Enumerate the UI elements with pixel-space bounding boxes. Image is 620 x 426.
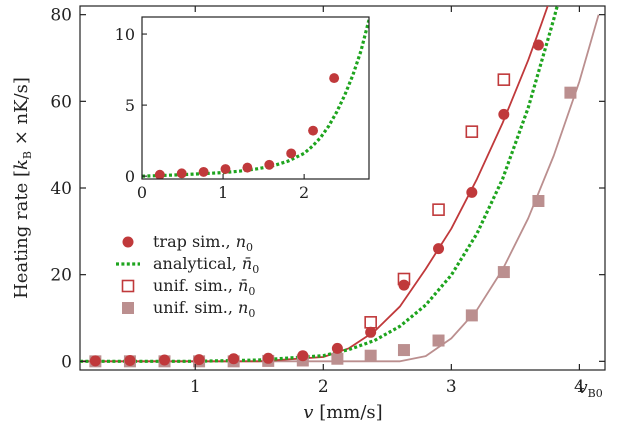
point-unif_filled-14 <box>564 86 577 99</box>
point-unif_open-3 <box>465 125 479 138</box>
legend-swatch-3 <box>122 302 134 314</box>
x-axis-label: v [mm/s] <box>303 402 382 423</box>
inset-x-tick-label-0: 0 <box>137 183 147 202</box>
x-tick-label-0: 1 <box>190 377 201 397</box>
vb0-label: vB0 <box>578 378 603 400</box>
legend-label-2: unif. sim., n̄0 <box>153 276 255 298</box>
curve-inset_analytical <box>142 19 369 178</box>
legend-swatch-2 <box>121 279 135 293</box>
point-trap-13 <box>532 39 544 51</box>
inset-y-tick-label-0: 0 <box>125 167 135 186</box>
point-trap-0 <box>89 355 101 367</box>
inset-y-tick-label-2: 10 <box>115 25 135 44</box>
point-trap-10 <box>433 243 445 255</box>
point-unif_filled-7 <box>331 352 344 365</box>
point-unif_open-2 <box>432 203 445 216</box>
legend-label-1: analytical, n̄0 <box>153 254 259 276</box>
inset-point-3 <box>220 164 231 175</box>
inset-y-tick-label-1: 5 <box>125 96 135 115</box>
point-unif_filled-12 <box>497 266 510 279</box>
point-unif_open-0 <box>364 316 377 329</box>
legend-label-3: unif. sim., n0 <box>153 298 255 320</box>
point-trap-5 <box>262 352 274 364</box>
legend-label-0: trap sim., n0 <box>153 232 253 254</box>
point-trap-7 <box>331 342 343 354</box>
inset-point-1 <box>176 168 187 179</box>
point-unif_filled-11 <box>465 309 478 322</box>
inset-x-tick-label-1: 1 <box>218 183 228 202</box>
curve-unif_fit <box>80 14 600 363</box>
point-trap-9 <box>398 279 410 291</box>
point-trap-3 <box>193 354 205 366</box>
inset-point-7 <box>308 125 319 136</box>
inset-plot-frame <box>141 16 370 180</box>
legend-swatch-0 <box>122 236 134 248</box>
y-axis-label: Heating rate [kB × nK/s] <box>11 77 34 299</box>
point-trap-4 <box>228 353 240 365</box>
y-tick-label-4: 80 <box>50 6 72 26</box>
point-trap-1 <box>124 354 136 366</box>
x-tick-label-2: 3 <box>446 377 457 397</box>
point-unif_filled-13 <box>532 195 545 207</box>
inset-background <box>142 17 369 179</box>
point-trap-6 <box>297 350 309 362</box>
inset-point-4 <box>242 162 253 173</box>
point-trap-11 <box>466 186 478 198</box>
y-tick-label-3: 60 <box>50 92 72 112</box>
x-tick-label-3: 4 <box>574 377 585 397</box>
inset-point-5 <box>264 159 275 170</box>
point-trap-12 <box>498 108 510 120</box>
y-tick-label-2: 40 <box>50 179 72 199</box>
point-unif_filled-8 <box>364 349 377 362</box>
point-unif_filled-10 <box>432 334 445 347</box>
inset-point-0 <box>154 169 165 179</box>
inset-point-2 <box>198 166 209 177</box>
inset-point-8 <box>329 73 340 84</box>
y-tick-label-1: 20 <box>50 266 72 286</box>
point-trap-2 <box>159 354 171 366</box>
inset-point-6 <box>286 148 297 159</box>
inset-x-tick-label-2: 2 <box>299 183 309 202</box>
point-unif_filled-9 <box>397 344 410 357</box>
point-unif_open-4 <box>497 73 511 86</box>
x-tick-label-1: 2 <box>318 377 329 397</box>
point-trap-8 <box>365 326 377 338</box>
y-tick-label-0: 0 <box>61 352 72 372</box>
